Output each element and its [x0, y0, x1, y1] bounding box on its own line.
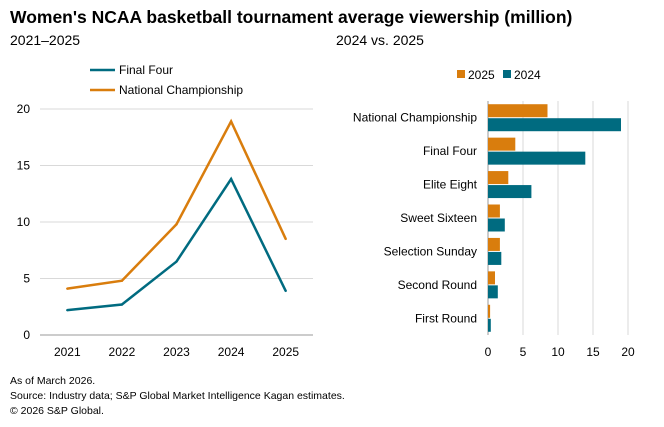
- line-chart-subtitle: 2021–2025: [10, 32, 81, 48]
- y-tick-label: Second Round: [398, 278, 477, 292]
- bar-chart-subtitle: 2024 vs. 2025: [336, 32, 424, 48]
- chart-title: Women's NCAA basketball tournament avera…: [10, 7, 573, 27]
- data-point: [284, 289, 287, 293]
- x-tick-label: 20: [621, 345, 635, 359]
- bar-2025: [488, 237, 500, 251]
- series-line-final-four: [67, 176, 287, 312]
- bar-2024: [488, 251, 502, 265]
- legend-swatch: [457, 70, 465, 78]
- data-point: [175, 223, 178, 226]
- footnote-copyright: © 2026 S&P Global.: [10, 405, 104, 417]
- legend-label: 2025: [468, 68, 495, 82]
- y-tick-label: 0: [23, 328, 30, 342]
- data-point: [66, 287, 69, 290]
- y-tick-label: Elite Eight: [423, 178, 478, 192]
- x-tick-label: 0: [485, 345, 492, 359]
- data-point: [175, 260, 178, 263]
- legend-label: National Championship: [119, 83, 243, 97]
- x-tick-label: 2024: [218, 345, 245, 359]
- legend-swatch: [503, 70, 511, 78]
- x-tick-label: 5: [520, 345, 527, 359]
- footnote-date: As of March 2026.: [10, 375, 96, 387]
- y-tick-label: 15: [17, 159, 31, 173]
- y-tick-label: Final Four: [423, 144, 477, 158]
- y-tick-label: 5: [23, 272, 30, 286]
- series-line-national-championship: [67, 118, 287, 290]
- legend-label: 2024: [514, 68, 541, 82]
- bar-2025: [488, 171, 509, 185]
- data-point: [66, 308, 69, 312]
- x-tick-label: 15: [586, 345, 600, 359]
- footnote-source: Source: Industry data; S&P Global Market…: [10, 390, 345, 402]
- x-tick-label: 2021: [54, 345, 81, 359]
- x-tick-label: 2025: [272, 345, 299, 359]
- y-tick-label: 20: [17, 102, 31, 116]
- x-tick-label: 10: [551, 345, 565, 359]
- bar-2025: [488, 304, 491, 318]
- bar-2025: [488, 271, 495, 285]
- bar-2024: [488, 218, 505, 232]
- bar-2024: [488, 318, 491, 332]
- data-point: [120, 279, 124, 282]
- bar-2024: [488, 151, 586, 165]
- bar-2024: [488, 285, 498, 299]
- bar-2024: [488, 118, 621, 132]
- y-tick-label: First Round: [415, 311, 477, 325]
- data-point: [229, 177, 233, 181]
- bar-2024: [488, 185, 532, 199]
- bar-2025: [488, 104, 548, 118]
- data-point: [229, 120, 233, 123]
- x-tick-label: 2023: [163, 345, 190, 359]
- bar-2025: [488, 137, 516, 151]
- y-tick-label: 10: [17, 215, 31, 229]
- y-tick-label: Sweet Sixteen: [400, 211, 477, 225]
- data-point: [284, 237, 287, 241]
- y-tick-label: Selection Sunday: [384, 244, 477, 258]
- bar-2025: [488, 204, 500, 218]
- y-tick-label: National Championship: [353, 111, 477, 125]
- legend-label: Final Four: [119, 63, 173, 77]
- data-point: [120, 303, 124, 306]
- x-tick-label: 2022: [109, 345, 136, 359]
